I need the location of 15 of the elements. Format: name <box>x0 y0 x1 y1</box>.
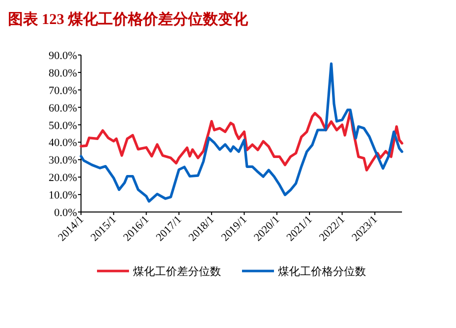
y-tick-label: 20.0% <box>48 172 77 184</box>
y-tick-label: 90.0% <box>48 50 77 62</box>
line-series <box>80 62 404 203</box>
y-tick-label: 60.0% <box>48 102 77 114</box>
y-tick-label: 0.0% <box>54 207 77 219</box>
y-tick-label: 50.0% <box>48 120 77 132</box>
y-tick-label: 30.0% <box>48 154 77 167</box>
y-tick-label: 40.0% <box>48 137 77 150</box>
chart-title: 图表 123 煤化工价格价差分位数变化 <box>8 10 249 28</box>
y-tick-label: 80.0% <box>48 67 77 80</box>
legend-label: 煤化工价差分位数 <box>133 266 221 278</box>
legend-label: 煤化工价格分位数 <box>278 266 366 278</box>
y-tick-label: 70.0% <box>48 84 77 97</box>
y-tick-label: 10.0% <box>48 190 77 202</box>
line-series <box>80 110 404 172</box>
